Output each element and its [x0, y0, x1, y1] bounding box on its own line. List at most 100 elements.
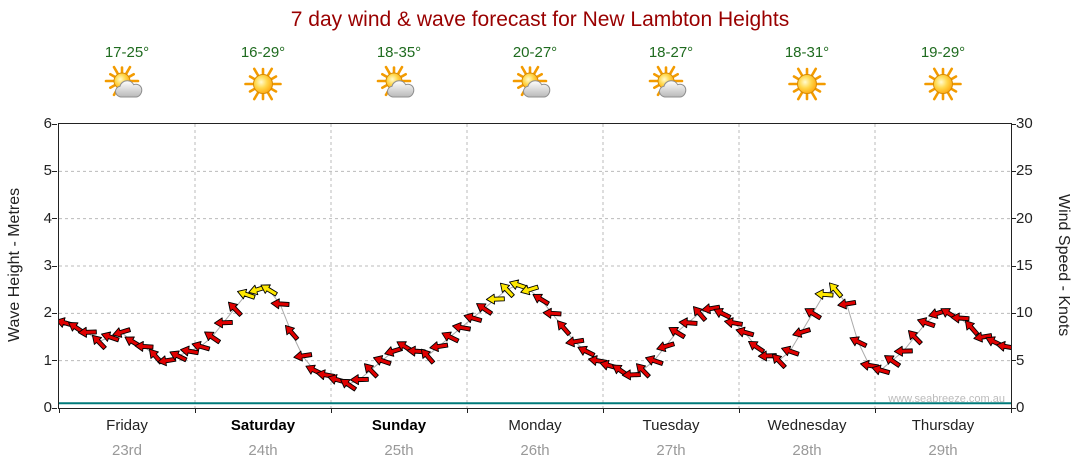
wind-arrow	[270, 298, 290, 310]
wind-arrow	[781, 345, 800, 357]
left-tick-label: 4	[43, 209, 52, 227]
bottom-tick-mark	[466, 409, 468, 413]
right-tick-label: 30	[1016, 115, 1033, 132]
wind-arrow	[340, 378, 358, 392]
wind-arrow	[542, 307, 562, 319]
right-tick-label: 15	[1016, 257, 1033, 274]
plot-svg	[55, 124, 1015, 408]
sun-icon	[919, 63, 967, 114]
wind-arrow	[884, 355, 902, 368]
right-tick-label: 20	[1016, 209, 1033, 227]
right-axis-title: Wind Speed - Knots	[1055, 193, 1072, 337]
wind-arrow	[656, 341, 675, 352]
day-label: Tuesday	[642, 417, 700, 434]
wind-arrow	[520, 284, 539, 296]
temp-range: 17-25°	[104, 44, 150, 61]
sun-cloud-icon	[647, 63, 695, 114]
bottom-tick-mark	[330, 409, 332, 413]
left-tick-label: 5	[43, 162, 52, 180]
right-tick-label: 5	[1016, 351, 1025, 369]
right-tick-label: 25	[1016, 162, 1033, 180]
wind-arrow	[284, 325, 300, 341]
date-label: 25th	[384, 442, 414, 459]
wind-arrow	[452, 321, 471, 333]
wind-arrow	[77, 326, 97, 338]
wind-arrow	[837, 298, 857, 310]
wind-arrow	[973, 331, 993, 343]
wind-arrow	[91, 334, 107, 351]
left-tick-mark	[52, 265, 57, 267]
left-tick-label: 0	[43, 399, 52, 416]
wind-arrow	[964, 320, 980, 337]
chart-area: www.seabreeze.com.au	[55, 123, 1015, 409]
wind-arrow	[169, 350, 188, 363]
sun-cloud-icon	[375, 63, 423, 114]
day-label: Friday	[106, 417, 148, 434]
date-label: 27th	[656, 442, 686, 459]
left-tick-mark	[52, 170, 57, 172]
wind-arrow	[577, 345, 596, 358]
right-tick-mark	[1011, 407, 1016, 409]
left-tick-label: 1	[43, 351, 52, 369]
wind-arrow	[204, 331, 222, 345]
day-label: Saturday	[230, 417, 296, 434]
wind-arrow	[678, 317, 698, 329]
wind-arrow	[101, 331, 120, 343]
wind-arrow	[180, 345, 199, 357]
date-label: 23rd	[111, 442, 143, 459]
left-tick-mark	[52, 360, 57, 362]
wind-arrow	[565, 336, 585, 348]
temps-row: 17-25° 16-29° 18-35° 20-27° 18-27° 18-31° 19-2…	[59, 44, 1011, 61]
day-label: Thursday	[911, 417, 975, 434]
right-tick-mark	[1011, 360, 1016, 362]
right-tick-label: 10	[1016, 304, 1033, 322]
date-label: 24th	[248, 442, 278, 459]
wind-arrow	[757, 350, 777, 362]
wind-arrow	[556, 320, 572, 337]
wind-arrow	[804, 308, 822, 321]
wind-arrow	[849, 336, 868, 348]
day-label: Monday	[508, 417, 562, 434]
wind-arrow	[735, 326, 755, 338]
date-labels-row: 23rd 24th 25th 26th 27th 28th 29th	[59, 442, 1011, 459]
day-label: Wednesday	[767, 417, 847, 434]
wind-arrow	[692, 306, 708, 322]
temp-range: 20-27°	[512, 44, 558, 61]
wind-arrow	[871, 364, 891, 376]
wind-arrow	[237, 288, 256, 300]
right-tick-mark	[1011, 312, 1016, 314]
wind-arrow	[134, 340, 154, 352]
wind-arrow	[191, 340, 211, 352]
left-tick-mark	[52, 407, 57, 409]
wind-arrow	[917, 317, 936, 329]
sun-icon	[239, 63, 287, 114]
weather-icons-row	[59, 64, 1011, 112]
wind-arrow	[792, 327, 811, 338]
bottom-tick-mark	[874, 409, 876, 413]
temp-range: 18-27°	[648, 44, 694, 61]
wind-arrow	[509, 279, 528, 291]
left-axis-title: Wave Height - Metres	[6, 187, 23, 343]
right-tick-mark	[1011, 123, 1016, 125]
wind-arrow	[893, 345, 913, 357]
wind-arrow	[771, 353, 787, 369]
bottom-tick-mark	[1010, 409, 1012, 413]
left-tick-label: 3	[43, 257, 52, 274]
wind-arrow	[814, 288, 834, 300]
wind-arrow	[476, 303, 494, 316]
sun-cloud-icon	[103, 63, 151, 114]
temp-range: 18-35°	[376, 44, 422, 61]
temp-range: 19-29°	[920, 44, 966, 61]
wind-arrow	[635, 363, 651, 379]
bottom-tick-mark	[602, 409, 604, 413]
left-tick-mark	[52, 312, 57, 314]
watermark: www.seabreeze.com.au	[888, 393, 1005, 405]
wind-arrow	[213, 317, 233, 329]
bottom-tick-mark	[58, 409, 60, 413]
temp-range: 16-29°	[240, 44, 286, 61]
wind-arrow	[349, 374, 369, 386]
right-tick-mark	[1011, 170, 1016, 172]
wind-arrow	[645, 355, 664, 366]
wind-arrow	[429, 341, 449, 353]
